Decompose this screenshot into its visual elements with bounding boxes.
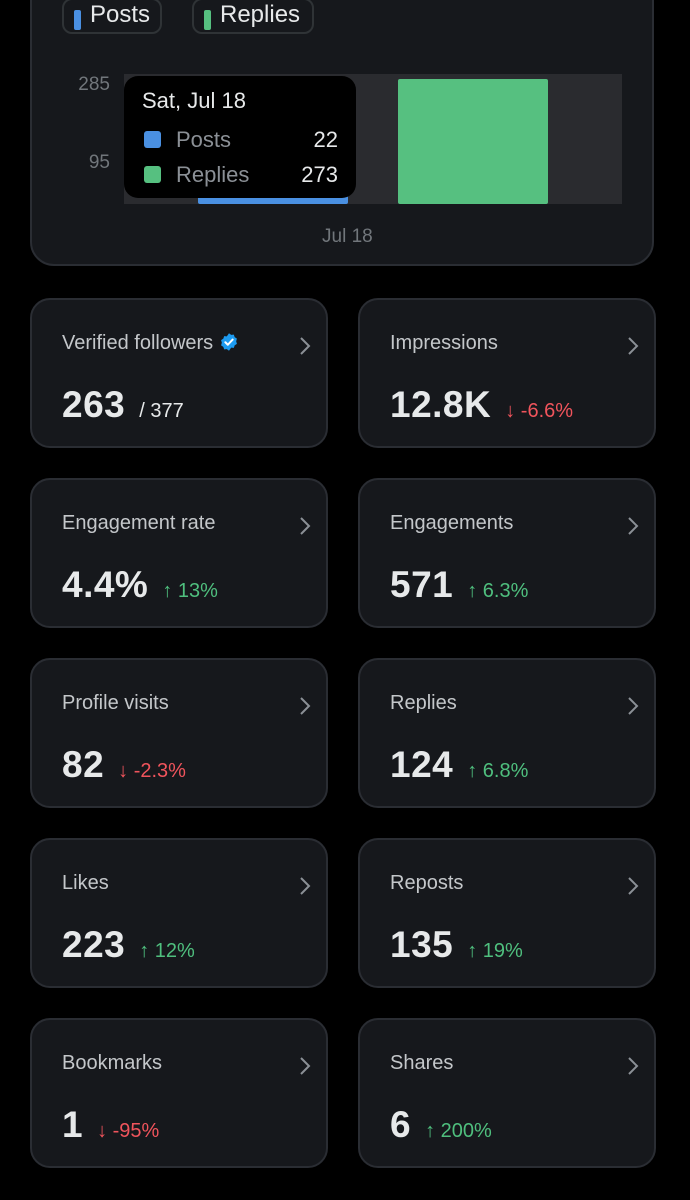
metric-label-text: Reposts: [390, 872, 464, 894]
tooltip-title: Sat, Jul 18: [142, 88, 246, 113]
tooltip-row-label: Posts: [176, 127, 232, 152]
metric-change: ↑ 200%: [425, 1120, 492, 1142]
tooltip-row-label: Replies: [176, 162, 250, 187]
metric-total: / 377: [139, 400, 184, 422]
bar-posts[interactable]: [198, 193, 348, 204]
chevron-right-icon: [626, 516, 640, 541]
activity-chart-card: Posts Replies 285 95 Jul 18 Sat, Jul 18 …: [30, 0, 654, 266]
metric-change: ↓ -6.6%: [505, 400, 574, 422]
metric-card[interactable]: Engagement rate 4.4% ↑ 13%: [30, 478, 328, 628]
verified-badge-icon: [219, 332, 239, 358]
posts-square-icon: [144, 131, 161, 148]
chart-tooltip: Sat, Jul 18 Posts 22 Replies 273: [124, 76, 356, 198]
metric-card[interactable]: Shares 6 ↑ 200%: [358, 1018, 656, 1168]
metric-value-row: 135 ↑ 19%: [390, 924, 523, 966]
metric-value: 12.8K: [390, 384, 492, 425]
chevron-right-icon: [626, 1056, 640, 1081]
metric-change: ↑ 13%: [162, 580, 218, 602]
metric-label: Verified followers: [62, 332, 239, 358]
metric-card[interactable]: Verified followers 263 / 377: [30, 298, 328, 448]
chevron-right-icon: [626, 336, 640, 361]
y-tick-label: 285: [78, 74, 110, 95]
chevron-right-icon: [298, 336, 312, 361]
y-tick-label: 95: [88, 152, 110, 173]
metric-label: Impressions: [390, 332, 498, 355]
metric-card[interactable]: Profile visits 82 ↓ -2.3%: [30, 658, 328, 808]
metric-change: ↓ -95%: [97, 1120, 160, 1142]
legend-posts-label: Posts: [90, 1, 151, 28]
metric-label: Bookmarks: [62, 1052, 162, 1075]
chevron-right-icon: [298, 1056, 312, 1081]
metric-value: 223: [62, 924, 126, 965]
metric-label: Likes: [62, 872, 109, 895]
metric-value-row: 82 ↓ -2.3%: [62, 744, 186, 786]
metric-value-row: 4.4% ↑ 13%: [62, 564, 218, 606]
legend-replies-label: Replies: [220, 1, 301, 28]
metric-label: Reposts: [390, 872, 463, 895]
chevron-right-icon: [626, 876, 640, 901]
metric-value: 4.4%: [62, 564, 149, 605]
metric-label-text: Likes: [62, 872, 109, 894]
tooltip-row-posts: Posts 22: [142, 122, 338, 157]
tooltip-row-replies: Replies 273: [142, 157, 338, 192]
metric-value: 124: [390, 744, 454, 785]
chevron-right-icon: [298, 876, 312, 901]
metric-label-text: Bookmarks: [62, 1052, 163, 1074]
posts-color-swatch: [74, 10, 81, 30]
metric-value-row: 6 ↑ 200%: [390, 1104, 492, 1146]
metric-label: Profile visits: [62, 692, 169, 715]
metric-value: 571: [390, 564, 454, 605]
replies-color-swatch: [204, 10, 211, 30]
metric-value: 1: [62, 1104, 84, 1145]
metric-label-text: Engagements: [390, 512, 514, 534]
legend-posts-toggle[interactable]: Posts: [62, 0, 162, 34]
x-tick-label: Jul 18: [322, 226, 373, 247]
chevron-right-icon: [298, 516, 312, 541]
metric-value-row: 263 / 377: [62, 384, 184, 426]
metric-card[interactable]: Impressions 12.8K ↓ -6.6%: [358, 298, 656, 448]
metric-value-row: 124 ↑ 6.8%: [390, 744, 528, 786]
metric-card[interactable]: Bookmarks 1 ↓ -95%: [30, 1018, 328, 1168]
metric-label-text: Engagement rate: [62, 512, 216, 534]
metric-label-text: Replies: [390, 692, 457, 714]
metric-value: 135: [390, 924, 454, 965]
metric-label: Replies: [390, 692, 457, 715]
metric-change: ↑ 6.3%: [467, 580, 529, 602]
bar-replies[interactable]: [398, 79, 548, 204]
metric-value-row: 223 ↑ 12%: [62, 924, 195, 966]
metric-value-row: 1 ↓ -95%: [62, 1104, 159, 1146]
metric-label-text: Verified followers: [62, 332, 214, 354]
metric-label: Shares: [390, 1052, 453, 1075]
metric-change: ↑ 19%: [467, 940, 523, 962]
metric-change: ↑ 12%: [139, 940, 195, 962]
metric-label-text: Shares: [390, 1052, 454, 1074]
metric-label-text: Profile visits: [62, 692, 169, 714]
metric-value-row: 12.8K ↓ -6.6%: [390, 384, 573, 426]
metric-card[interactable]: Reposts 135 ↑ 19%: [358, 838, 656, 988]
metric-change: ↑ 6.8%: [467, 760, 529, 782]
metric-value: 6: [390, 1104, 412, 1145]
metric-value: 263: [62, 384, 126, 425]
metric-value-row: 571 ↑ 6.3%: [390, 564, 528, 606]
replies-square-icon: [144, 166, 161, 183]
metric-card[interactable]: Likes 223 ↑ 12%: [30, 838, 328, 988]
metric-label-text: Impressions: [390, 332, 498, 354]
tooltip-row-value: 22: [313, 127, 338, 152]
metric-value: 82: [62, 744, 105, 785]
metric-card[interactable]: Replies 124 ↑ 6.8%: [358, 658, 656, 808]
chevron-right-icon: [626, 696, 640, 721]
chevron-right-icon: [298, 696, 312, 721]
metric-label: Engagement rate: [62, 512, 215, 535]
metric-label: Engagements: [390, 512, 513, 535]
tooltip-row-value: 273: [301, 162, 338, 187]
metric-card[interactable]: Engagements 571 ↑ 6.3%: [358, 478, 656, 628]
legend-replies-toggle[interactable]: Replies: [192, 0, 314, 34]
metric-change: ↓ -2.3%: [118, 760, 186, 782]
